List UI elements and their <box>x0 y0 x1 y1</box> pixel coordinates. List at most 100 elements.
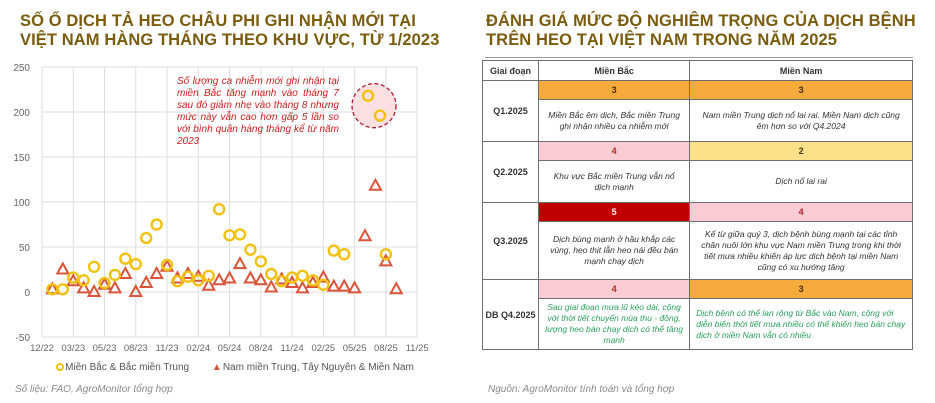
table-row-score: Q3.2025 5 4 <box>482 202 913 280</box>
south-score: 2 <box>689 141 913 161</box>
circle-point <box>327 244 340 257</box>
circle-point <box>265 267 278 281</box>
header-south: Miền Nam <box>689 60 913 81</box>
north-desc: Sau giai đoạn mưa lũ kéo dài, cộng với t… <box>537 298 691 350</box>
north-score: 4 <box>537 279 691 299</box>
x-tick-label: 05/24 <box>218 343 242 354</box>
circle-point <box>254 255 268 268</box>
triangle-point <box>149 265 164 279</box>
circle-point <box>181 270 195 283</box>
triangle-point <box>232 256 248 270</box>
table-row-score: Q2.2025 4 2 <box>482 141 913 203</box>
y-tick-label: 0 <box>24 288 30 299</box>
south-desc: Kể từ giữa quý 3, dịch bệnh bùng mạnh tạ… <box>689 221 913 280</box>
chart-annotation: Số lượng ca nhiễm mới ghi nhận tại miền … <box>177 76 339 147</box>
south-desc: Dịch bệnh có thể lan rộng từ Bắc vào Nam… <box>689 298 913 350</box>
circle-point <box>108 268 122 282</box>
circle-point <box>275 275 288 288</box>
circle-point <box>139 231 153 245</box>
circle-point <box>150 218 163 231</box>
circle-point <box>160 258 174 272</box>
circle-point <box>373 109 387 122</box>
right-panel: ĐÁNH GIÁ MỨC ĐỘ NGHIÊM TRỌNG CỦA DỊCH BỆ… <box>480 0 935 403</box>
x-tick-label: 11/23 <box>156 343 179 354</box>
triangle-point <box>305 274 321 288</box>
table-source: Nguồn: AgroMonitor tính toán và tổng hợp <box>488 384 675 395</box>
south-score: 3 <box>689 80 913 100</box>
circle-point <box>87 260 101 273</box>
y-tick-label: 200 <box>13 108 30 119</box>
chart-title-line1: SỐ Ổ DỊCH TẢ HEO CHÂU PHI GHI NHẬN MỚI T… <box>20 12 416 30</box>
triangle-point <box>264 279 279 293</box>
north-score: 4 <box>537 141 691 161</box>
x-tick-label: 05/25 <box>343 343 367 354</box>
triangle-point <box>274 271 289 285</box>
table-title-line1: ĐÁNH GIÁ MỨC ĐỘ NGHIÊM TRỌNG CỦA DỊCH BỆ… <box>486 12 916 30</box>
south-score: 3 <box>689 279 913 299</box>
x-tick-label: 02/24 <box>186 343 210 354</box>
south-desc: Dịch nổ lai rai <box>689 160 913 203</box>
circle-point <box>361 89 375 103</box>
legend-item-south: ▲Nam miền Trung, Tây Nguyên & Miền Nam <box>211 362 414 373</box>
south-desc: Nam miền Trung dịch nổ lai rai. Miền Nam… <box>689 99 913 142</box>
circle-point <box>317 278 330 291</box>
circle-point <box>192 274 205 287</box>
triangle-point <box>368 177 383 191</box>
triangle-point <box>295 280 310 294</box>
triangle-point <box>347 280 362 294</box>
table-row-score: DB Q4.2025 4 3 <box>482 279 913 350</box>
y-tick-label: -50 <box>16 333 31 344</box>
table-header-row: Giai đoạn Miền Bắc Miền Nam <box>482 60 913 81</box>
north-desc: Dịch bùng mạnh ở hầu khắp các vùng, heo … <box>537 221 691 280</box>
triangle-point <box>336 278 352 292</box>
triangle-point <box>107 280 123 294</box>
circle-point <box>233 228 247 241</box>
x-tick-label: 03/23 <box>61 343 85 354</box>
circle-point <box>119 252 132 265</box>
circle-point <box>98 276 111 290</box>
chart-title-line2: VIỆT NAM HÀNG THÁNG THEO KHU VỰC, TỪ 1/2… <box>20 31 440 49</box>
circle-point <box>171 275 184 288</box>
circle-point <box>244 243 257 256</box>
period-cell: Q2.2025 <box>482 141 539 203</box>
table-title-line2: TRÊN HEO TẠI VIỆT NAM TRONG NĂM 2025 <box>486 31 838 49</box>
y-tick-label: 50 <box>19 243 31 254</box>
triangle-point <box>66 273 81 287</box>
table-row-desc: Miền Bắc êm dịch, Bắc miền Trung ghi nhậ… <box>483 99 913 142</box>
x-tick-label: 11/24 <box>281 343 304 354</box>
x-tick-label: 05/23 <box>93 343 117 354</box>
triangle-point <box>316 269 331 283</box>
north-desc: Khu vực Bắc miền Trung vẫn nổ dịch mạnh <box>537 160 691 203</box>
x-tick-label: 12/22 <box>30 343 54 354</box>
y-tick-label: 100 <box>13 198 30 209</box>
north-desc: Miền Bắc êm dịch, Bắc miền Trung ghi nhậ… <box>537 99 691 142</box>
table-row-score: Q1.2025 3 3 <box>482 80 913 142</box>
x-tick-label: 11/25 <box>406 343 429 354</box>
triangle-point <box>128 283 143 297</box>
period-cell: Q1.2025 <box>482 80 539 142</box>
left-panel: SỐ Ổ DỊCH TẢ HEO CHÂU PHI GHI NHẬN MỚI T… <box>0 12 470 395</box>
triangle-point <box>389 281 404 295</box>
header-period: Giai đoạn <box>482 60 539 81</box>
triangle-marker-icon: ▲ <box>211 362 222 373</box>
triangle-point <box>326 278 341 292</box>
triangle-point <box>86 283 102 297</box>
table-title: ĐÁNH GIÁ MỨC ĐỘ NGHIÊM TRỌNG CỦA DỊCH BỆ… <box>486 12 916 50</box>
x-tick-label: 08/23 <box>124 343 148 354</box>
circle-point <box>337 247 351 261</box>
chart-source: Số liệu: FAO, AgroMonitor tổng hợp <box>15 384 173 395</box>
x-tick-label: 08/25 <box>374 343 398 354</box>
triangle-point <box>201 277 216 291</box>
triangle-point <box>118 265 133 279</box>
y-tick-label: 150 <box>13 153 30 164</box>
chart-title: SỐ Ổ DỊCH TẢ HEO CHÂU PHI GHI NHẬN MỚI T… <box>20 12 439 50</box>
chart-legend: Miền Bắc & Bắc miền Trung ▲Nam miền Trun… <box>0 362 470 373</box>
x-tick-label: 02/25 <box>311 343 335 354</box>
triangle-point <box>357 228 373 242</box>
triangle-point <box>139 274 154 288</box>
header-north: Miền Bắc <box>537 60 691 81</box>
circle-point <box>56 283 70 296</box>
table-row-desc: Sau giai đoạn mưa lũ kéo dài, cộng với t… <box>483 298 913 350</box>
triangle-point <box>378 253 394 267</box>
highlight-circle <box>351 83 397 129</box>
